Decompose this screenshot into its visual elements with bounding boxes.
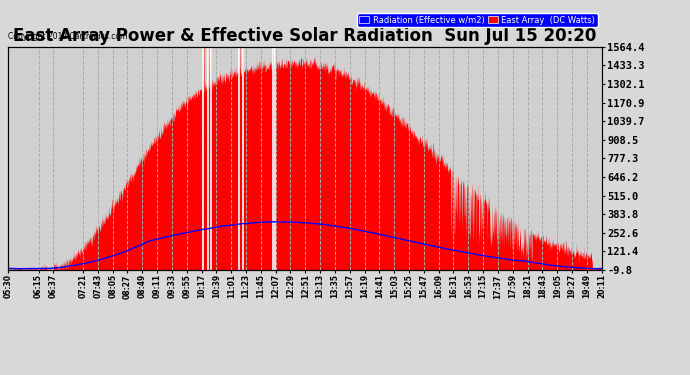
Legend: Radiation (Effective w/m2), East Array  (DC Watts): Radiation (Effective w/m2), East Array (… bbox=[357, 13, 598, 27]
Text: Copyright 2012 Cartronics.com: Copyright 2012 Cartronics.com bbox=[8, 32, 128, 41]
Title: East Array Power & Effective Solar Radiation  Sun Jul 15 20:20: East Array Power & Effective Solar Radia… bbox=[13, 27, 597, 45]
